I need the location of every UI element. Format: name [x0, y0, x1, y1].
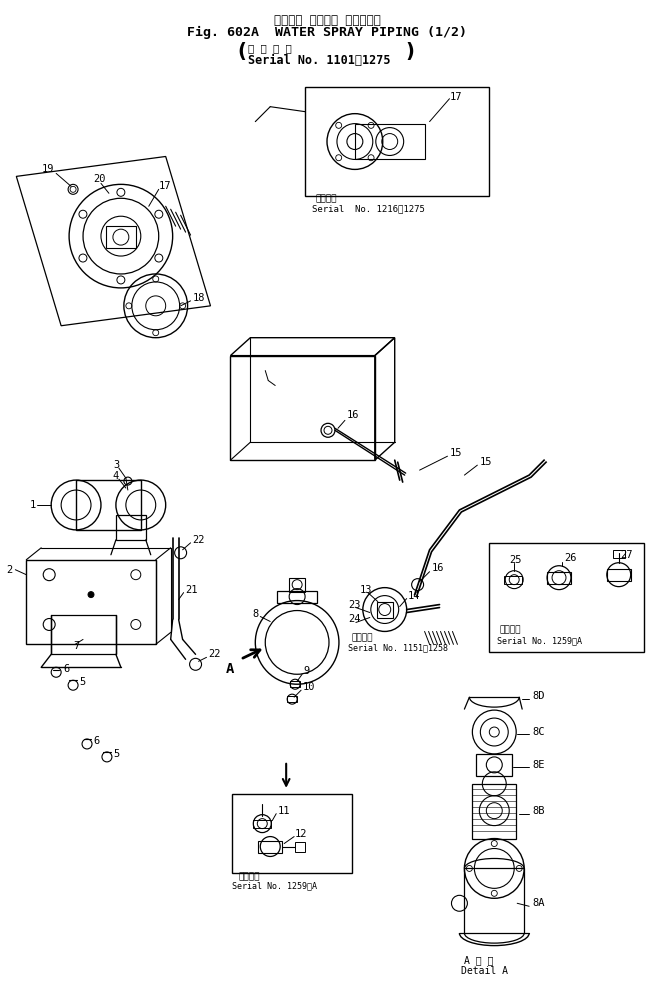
Bar — [613, 550, 625, 558]
Bar — [253, 820, 271, 828]
Text: 適用号機: 適用号機 — [352, 633, 373, 642]
Text: 21: 21 — [186, 584, 198, 594]
Text: 10: 10 — [303, 682, 316, 692]
Bar — [76, 480, 141, 530]
Text: 3: 3 — [113, 460, 119, 470]
Bar — [305, 87, 489, 196]
Text: 8E: 8E — [532, 760, 545, 770]
Bar — [489, 543, 644, 652]
Bar — [607, 569, 630, 581]
Text: 8A: 8A — [532, 898, 545, 908]
Text: 9: 9 — [303, 666, 309, 676]
Text: Fig. 602A  WATER SPRAY PIPING (1/2): Fig. 602A WATER SPRAY PIPING (1/2) — [187, 26, 467, 39]
Bar — [476, 754, 512, 776]
Text: 8B: 8B — [532, 806, 545, 816]
Bar — [377, 601, 392, 617]
Bar — [230, 356, 375, 460]
Text: 適用号機: 適用号機 — [238, 872, 260, 881]
Text: 8C: 8C — [532, 727, 545, 737]
Text: 20: 20 — [93, 174, 105, 184]
Text: 16: 16 — [432, 563, 444, 573]
Text: 17: 17 — [449, 92, 462, 102]
Circle shape — [88, 591, 94, 597]
Text: 8D: 8D — [532, 691, 545, 701]
Text: 15: 15 — [449, 448, 462, 458]
Bar — [232, 794, 352, 874]
Text: 26: 26 — [564, 553, 576, 563]
Text: 19: 19 — [41, 164, 54, 174]
Text: 7: 7 — [73, 641, 79, 651]
Bar — [472, 784, 516, 839]
Bar — [504, 576, 522, 583]
Text: 1: 1 — [29, 500, 35, 510]
Text: 15: 15 — [479, 457, 492, 467]
Text: 適 用 号 機: 適 用 号 機 — [249, 43, 292, 53]
Text: 4: 4 — [113, 471, 119, 481]
Bar — [290, 681, 300, 687]
Text: Serial No. 1259～A: Serial No. 1259～A — [497, 636, 582, 645]
Text: 適用号機: 適用号機 — [315, 194, 337, 203]
Text: 17: 17 — [159, 181, 171, 191]
Text: 18: 18 — [192, 293, 205, 303]
Text: 6: 6 — [93, 736, 99, 745]
Bar — [355, 123, 424, 159]
Text: 22: 22 — [192, 535, 205, 545]
Bar — [116, 515, 146, 540]
Bar — [464, 869, 524, 933]
Bar — [51, 614, 116, 654]
Bar — [295, 842, 305, 852]
Bar — [258, 841, 282, 853]
Text: A: A — [226, 662, 234, 676]
Text: ): ) — [405, 42, 415, 61]
Text: 8: 8 — [252, 608, 258, 618]
Text: 12: 12 — [295, 829, 307, 839]
Text: ウォータ スプレイ パイピング: ウォータ スプレイ パイピング — [273, 14, 381, 27]
Text: 13: 13 — [360, 584, 372, 594]
Text: 27: 27 — [621, 550, 633, 560]
Text: 22: 22 — [209, 649, 221, 659]
Text: 5: 5 — [79, 677, 85, 687]
Bar — [287, 696, 297, 702]
Bar — [26, 560, 156, 644]
Text: 24: 24 — [348, 614, 360, 624]
Text: 5: 5 — [113, 748, 119, 759]
Text: 2: 2 — [7, 565, 12, 575]
Text: 16: 16 — [347, 411, 360, 421]
Text: 適用号機: 適用号機 — [499, 625, 521, 634]
Bar — [289, 578, 305, 591]
Text: 25: 25 — [509, 555, 522, 565]
Text: 23: 23 — [348, 599, 360, 609]
Text: 14: 14 — [407, 590, 420, 600]
Text: A 詳 細: A 詳 細 — [464, 955, 494, 965]
Bar — [106, 226, 136, 248]
Text: Serial No. 1101～1275: Serial No. 1101～1275 — [249, 54, 391, 67]
Bar — [547, 572, 571, 583]
Text: (: ( — [237, 42, 247, 61]
Text: Detail A: Detail A — [462, 966, 508, 976]
Text: Serial No. 1259～A: Serial No. 1259～A — [232, 882, 317, 891]
Text: Serial  No. 1216～1275: Serial No. 1216～1275 — [312, 204, 425, 213]
Bar — [277, 590, 317, 602]
Text: Serial No. 1151～1258: Serial No. 1151～1258 — [348, 643, 448, 652]
Text: 11: 11 — [278, 806, 291, 816]
Text: 6: 6 — [63, 664, 69, 674]
